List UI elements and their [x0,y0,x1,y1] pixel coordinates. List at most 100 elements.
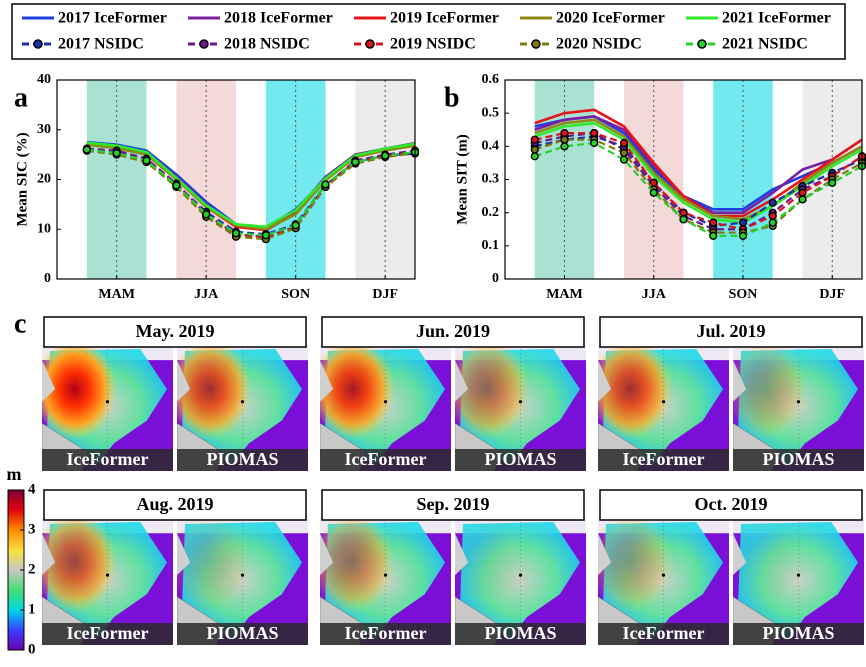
x-tick-label: SON [729,287,758,302]
data-point [738,231,748,240]
legend-label: 2020 IceFormer [556,10,665,27]
map-title: Jul. 2019 [696,321,765,341]
x-tick-label: DJF [819,287,845,302]
season-band [713,80,773,279]
thick-ice [733,345,808,440]
panel-label: c [14,308,26,339]
pole [661,573,666,577]
y-tick-label: 0 [44,271,51,286]
data-point [231,229,241,238]
map-label: PIOMAS [485,623,557,643]
colorbar-tick-label: 0 [28,641,36,657]
thick-ice [455,518,530,614]
legend-label: 2018 NSIDC [224,36,310,53]
data-point [768,198,777,207]
panel-label: b [444,82,460,113]
legend-marker [531,39,541,49]
data-point [709,218,718,227]
map-label: PIOMAS [207,449,279,469]
thick-ice [177,345,252,440]
data-point [321,180,330,189]
y-axis-label: Mean SIC (%) [14,132,30,226]
map [455,518,586,645]
land [455,533,469,576]
map-label: PIOMAS [763,623,835,643]
legend-marker [199,39,209,49]
land [598,360,612,402]
land [598,533,612,576]
pole [240,573,245,577]
data-point [768,211,777,221]
y-tick-label: 30 [37,122,51,137]
plot-frame [56,79,416,280]
y-tick-label: 20 [37,172,51,187]
data-point [172,181,181,190]
season-band [86,80,147,279]
land [177,360,191,402]
series-line [534,131,863,231]
data-point [202,210,211,219]
colorbar-tick-label: 4 [28,481,36,497]
map [177,518,308,645]
series-line [86,147,416,238]
thick-ice [733,518,808,614]
y-tick-label: 0.3 [482,172,500,187]
data-point [112,149,121,158]
series-line [534,141,863,237]
map [42,345,173,471]
data-point [291,221,300,230]
map [320,345,451,471]
legend-marker [33,39,43,49]
plot-frame [504,79,863,280]
x-tick-label: SON [281,287,310,302]
label-band [455,449,586,471]
map [177,345,308,471]
series-line [86,141,416,229]
map [42,518,173,645]
data-point [619,155,629,164]
x-tick-label: JJA [194,287,219,302]
x-tick-label: MAM [546,287,583,302]
data-point [679,208,688,217]
pole [796,573,801,577]
colorbar-label: m [7,464,22,484]
thick-ice [598,518,673,614]
thick-ice [42,345,117,440]
map-label: PIOMAS [763,449,835,469]
pole [518,400,523,404]
map-label: IceFormer [623,449,705,469]
x-tick-label: DJF [372,287,398,302]
y-tick-label: 0.4 [482,139,500,154]
legend-box [11,3,846,60]
label-band [455,623,586,645]
label-band [177,623,308,645]
data-point [82,145,91,154]
map-title-box [599,489,863,521]
series-line [534,115,863,214]
data-point [560,135,569,144]
data-point [530,152,539,161]
legend-label: 2019 NSIDC [390,36,476,53]
map-title-box [321,489,585,521]
land [320,533,334,576]
legend-label: 2018 IceFormer [224,10,333,27]
y-tick-label: 40 [37,72,51,87]
series-line [86,148,416,237]
label-band [42,449,173,471]
season-band [265,80,326,279]
legend-marker [697,39,707,49]
data-point [709,231,718,240]
series-line [86,143,416,231]
pole [518,573,523,577]
data-point [828,178,837,187]
map-title: Aug. 2019 [136,494,213,514]
data-point [619,148,629,158]
data-point [261,231,270,240]
legend-label: 2017 NSIDC [58,36,144,53]
map-label: IceFormer [67,623,149,643]
data-point [738,218,748,227]
data-point [768,218,777,227]
legend-label: 2021 IceFormer [722,10,831,27]
map-title: Jun. 2019 [416,321,490,341]
